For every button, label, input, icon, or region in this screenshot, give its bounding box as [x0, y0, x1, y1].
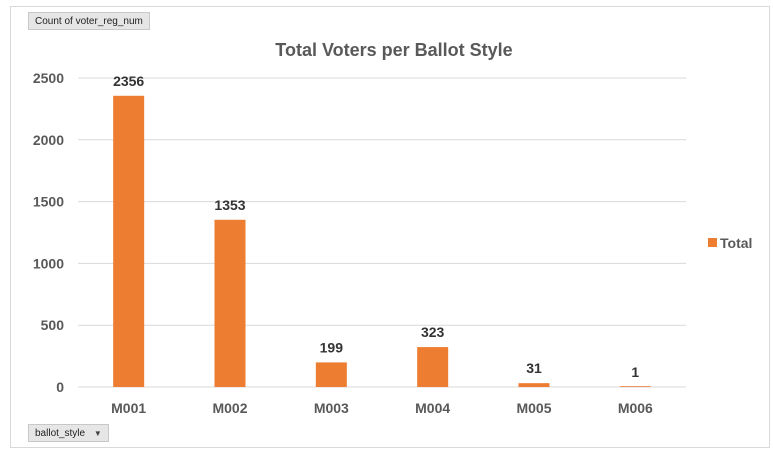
- y-tick-label: 2000: [33, 132, 64, 148]
- y-tick-label: 2500: [33, 70, 64, 86]
- legend-label: Total: [720, 235, 752, 251]
- values-field-button[interactable]: Count of voter_reg_num: [28, 12, 150, 30]
- bar: [619, 386, 651, 387]
- gridlines: [78, 77, 686, 388]
- data-label: 323: [421, 324, 445, 340]
- y-tick-label: 500: [41, 317, 65, 333]
- y-tick-label: 1000: [33, 255, 64, 271]
- bar: [214, 219, 246, 387]
- legend-swatch: [708, 238, 717, 247]
- y-tick-label: 0: [56, 379, 64, 395]
- data-labels: 2356 1353 199 323 31 1: [113, 73, 639, 380]
- x-tick-label: M004: [415, 400, 450, 416]
- data-label: 2356: [113, 73, 144, 89]
- x-tick-label: M001: [111, 400, 146, 416]
- bar: [113, 95, 145, 387]
- data-label: 199: [320, 339, 344, 355]
- y-tick-label: 1500: [33, 194, 64, 210]
- legend: Total: [708, 235, 752, 251]
- bar: [417, 347, 449, 387]
- x-tick-label: M002: [212, 400, 247, 416]
- axis-field-button[interactable]: ballot_style ▼: [28, 424, 109, 442]
- dropdown-arrow-icon[interactable]: ▼: [93, 429, 102, 438]
- bars: [113, 95, 651, 387]
- data-label: 31: [526, 360, 542, 376]
- y-axis-ticks: 0 500 1000 1500 2000 2500: [33, 70, 64, 395]
- bar: [518, 383, 550, 387]
- axis-field-label: ballot_style: [35, 428, 86, 439]
- data-label: 1353: [214, 197, 245, 213]
- bar: [315, 362, 347, 387]
- x-axis-ticks: M001 M002 M003 M004 M005 M006: [111, 400, 653, 416]
- x-tick-label: M005: [516, 400, 551, 416]
- x-tick-label: M006: [618, 400, 653, 416]
- chart-title: Total Voters per Ballot Style: [275, 40, 512, 60]
- data-label: 1: [631, 364, 639, 380]
- x-tick-label: M003: [314, 400, 349, 416]
